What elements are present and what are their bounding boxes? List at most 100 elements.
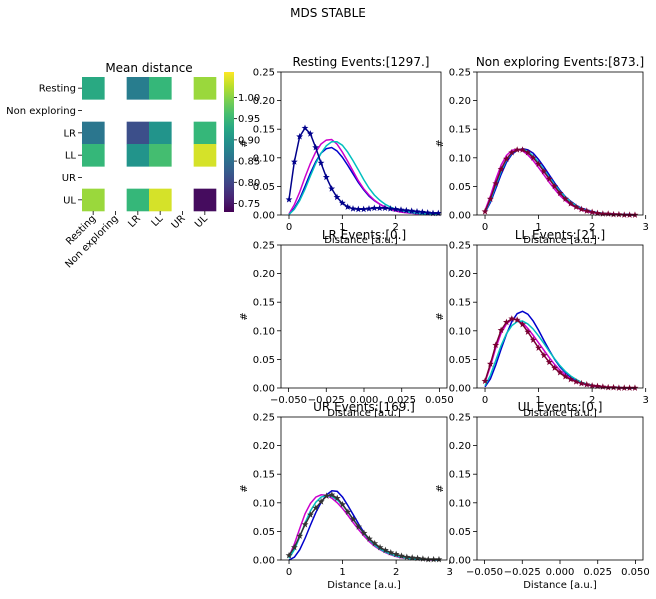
series-marker (604, 383, 612, 391)
series-marker (349, 515, 357, 523)
colorbar-tick-label: 0.80 (238, 178, 260, 189)
y-axis-label: # (435, 139, 446, 147)
line-panel: 0.00 0.05 0.10 0.15 0.20 0.25 0 1 2 3 Non explorin… (435, 55, 649, 246)
series-marker (503, 318, 510, 326)
y-tick-label: 0.20 (253, 269, 275, 280)
y-tick-label: 0.15 (449, 298, 471, 309)
series-marker (604, 210, 612, 217)
series-marker (328, 185, 336, 192)
series-marker (524, 149, 532, 156)
heatmap-cell (193, 144, 217, 167)
series-marker (486, 195, 494, 202)
axes-frame (280, 244, 448, 389)
series-marker (402, 206, 410, 214)
panel-title: UL Events:[0.] (518, 400, 603, 414)
series-marker (492, 179, 500, 187)
panel-title: Resting Events:[1297.] (293, 55, 430, 69)
series-marker (551, 364, 559, 371)
series-marker (540, 351, 548, 359)
heatmap-cell (149, 77, 172, 100)
line-panel: 0.00 0.05 0.10 0.15 0.20 0.25 0 1 2 3 LL Events:[2… (435, 228, 649, 419)
heatmap-cell (149, 144, 172, 167)
y-tick-label: 0.25 (449, 241, 471, 252)
series-marker (360, 205, 368, 213)
series-marker (386, 205, 394, 212)
series-marker (481, 207, 489, 215)
series-marker (519, 146, 526, 153)
series-marker (418, 208, 426, 216)
series-marker (435, 555, 443, 563)
heatmap-cell (193, 77, 217, 100)
x-axis-label: Distance [a.u.] (324, 235, 398, 246)
series-marker (551, 182, 559, 190)
y-tick-label: 0.10 (253, 153, 275, 164)
y-tick-label: 0.10 (253, 498, 275, 509)
series-line (288, 494, 439, 561)
heatmap-xtick-label: LR (126, 213, 143, 230)
series-marker (481, 377, 489, 385)
series-marker (414, 554, 421, 562)
series-line (288, 141, 439, 216)
series-line (288, 146, 439, 216)
series-marker (328, 491, 336, 498)
series-marker (561, 195, 569, 202)
x-axis-label: Distance [a.u.] (523, 408, 597, 419)
heatmap-cell (126, 144, 150, 167)
x-tick-label: −0.025 (504, 567, 541, 578)
y-axis-label: # (435, 484, 446, 492)
heatmap-cell (82, 121, 105, 145)
series-line (484, 320, 635, 389)
series-marker (583, 207, 591, 214)
x-tick-label: 1 (535, 222, 541, 233)
axes-frame (476, 71, 644, 216)
heatmap-ytick-label: UR (62, 173, 76, 184)
series-marker (561, 372, 569, 380)
y-tick-label: 0.25 (253, 413, 275, 424)
y-tick-label: 0.25 (253, 68, 275, 79)
series-marker (572, 203, 580, 210)
colorbar-tick-label: 0.95 (238, 114, 260, 125)
x-tick-label: 2 (589, 222, 595, 233)
series-line (484, 318, 635, 389)
heatmap-cell (149, 121, 172, 145)
series-marker (599, 210, 607, 217)
y-tick-label: 0.20 (253, 441, 275, 452)
heatmap-xtick-label: UL (193, 213, 210, 230)
y-tick-label: 0.25 (449, 413, 471, 424)
line-panel: 0.00 0.05 0.10 0.15 0.20 0.25 −0.050 −0.025 0.00… (435, 400, 650, 591)
heatmap-xtick-label: UR (170, 213, 188, 231)
y-tick-label: 0.00 (449, 384, 471, 395)
y-axis-label: # (435, 312, 446, 320)
series-marker (529, 336, 537, 343)
series-marker (408, 207, 416, 214)
y-tick-label: 0.25 (253, 241, 275, 252)
series-marker (430, 555, 438, 563)
heatmap-ytick-label: UL (63, 195, 76, 206)
series-marker (370, 204, 378, 212)
colorbar-tick-label: 0.75 (238, 199, 260, 210)
series-marker (424, 209, 432, 216)
series-marker (513, 146, 521, 153)
axes-frame (476, 416, 644, 561)
y-tick-label: 0.15 (253, 470, 275, 481)
series-marker (333, 193, 341, 201)
series-marker (333, 494, 341, 502)
series-marker (610, 210, 617, 218)
series-marker (290, 543, 298, 551)
x-tick-label: 3 (642, 222, 648, 233)
y-tick-label: 0.10 (449, 326, 471, 337)
series-marker (398, 552, 405, 559)
series-marker (360, 529, 368, 537)
y-tick-label: 0.05 (253, 355, 275, 366)
y-tick-label: 0.20 (449, 96, 471, 107)
y-tick-label: 0.15 (449, 125, 471, 136)
series-marker (545, 358, 553, 366)
series-marker (610, 383, 617, 391)
series-marker (392, 205, 400, 213)
series-marker (354, 205, 362, 213)
y-tick-label: 0.15 (253, 298, 275, 309)
series-marker (503, 155, 510, 162)
series-marker (312, 504, 320, 511)
